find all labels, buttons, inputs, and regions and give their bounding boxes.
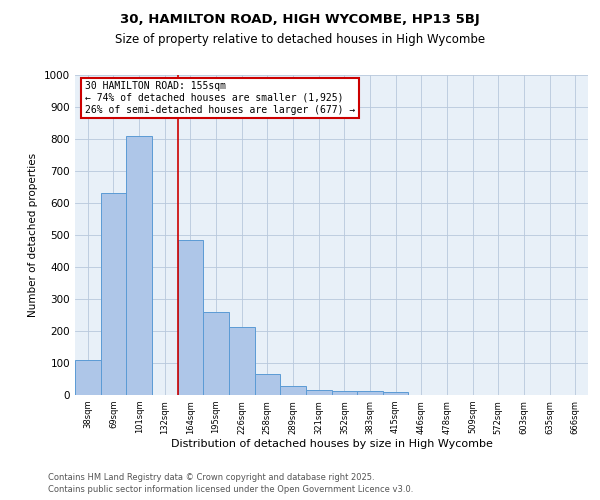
Bar: [127, 136, 152, 395]
Bar: [203, 312, 229, 395]
Text: Contains public sector information licensed under the Open Government Licence v3: Contains public sector information licen…: [48, 485, 413, 494]
Text: Size of property relative to detached houses in High Wycombe: Size of property relative to detached ho…: [115, 32, 485, 46]
Bar: [306, 390, 331, 395]
X-axis label: Distribution of detached houses by size in High Wycombe: Distribution of detached houses by size …: [170, 440, 493, 450]
Bar: [229, 327, 254, 395]
Bar: [101, 193, 127, 395]
Bar: [357, 392, 383, 395]
Text: 30, HAMILTON ROAD, HIGH WYCOMBE, HP13 5BJ: 30, HAMILTON ROAD, HIGH WYCOMBE, HP13 5B…: [120, 12, 480, 26]
Bar: [254, 374, 280, 395]
Text: 30 HAMILTON ROAD: 155sqm
← 74% of detached houses are smaller (1,925)
26% of sem: 30 HAMILTON ROAD: 155sqm ← 74% of detach…: [85, 82, 356, 114]
Bar: [75, 360, 101, 395]
Bar: [280, 386, 306, 395]
Bar: [383, 392, 409, 395]
Bar: [331, 392, 357, 395]
Bar: [178, 240, 203, 395]
Y-axis label: Number of detached properties: Number of detached properties: [28, 153, 38, 317]
Text: Contains HM Land Registry data © Crown copyright and database right 2025.: Contains HM Land Registry data © Crown c…: [48, 472, 374, 482]
